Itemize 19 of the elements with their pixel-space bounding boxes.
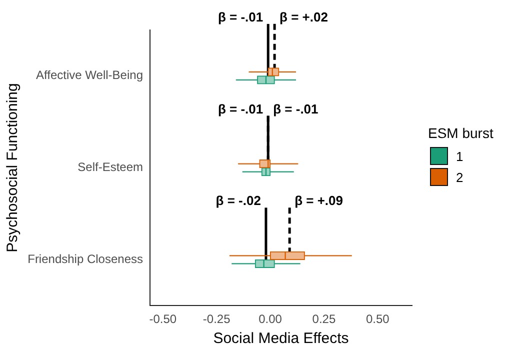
annotation: β = -.02	[216, 193, 261, 208]
y-tick-label: Self-Esteem	[78, 160, 143, 174]
y-axis-title: Psychosocial Functioning	[4, 83, 22, 252]
y-tick-label: Friendship Closeness	[28, 252, 143, 266]
y-tick-label: Affective Well-Being	[36, 68, 143, 82]
legend-title: ESM burst	[428, 125, 494, 141]
annotation: β = +.09	[294, 193, 344, 208]
legend-label: 1	[456, 148, 464, 164]
x-tick-label: 0.25	[312, 312, 336, 326]
annotation: β = -.01	[218, 10, 264, 25]
annotation: β = -.01	[273, 101, 318, 116]
x-tick-label: -0.25	[202, 312, 231, 326]
annotation: β = -.01	[218, 101, 264, 116]
x-tick-label: -0.50	[149, 312, 177, 326]
x-axis-title: Social Media Effects	[213, 330, 349, 348]
x-tick-label: 0.00	[258, 312, 282, 326]
annotation: β = +.02	[280, 10, 328, 25]
x-tick-label: 0.50	[366, 312, 390, 326]
legend-label: 2	[456, 170, 464, 184]
